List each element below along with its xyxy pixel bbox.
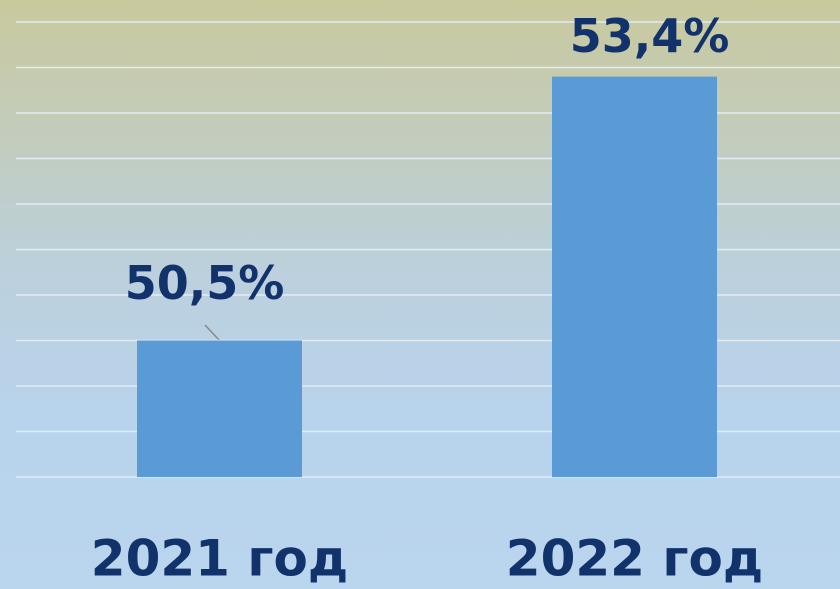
value-label: 50,5%	[125, 256, 285, 310]
leader-line	[204, 324, 221, 342]
x-tick-label: 2022 год	[506, 530, 763, 588]
bar	[137, 340, 302, 477]
x-tick-label: 2021 год	[91, 530, 348, 588]
bar	[552, 76, 717, 477]
value-label: 53,4%	[570, 9, 730, 63]
